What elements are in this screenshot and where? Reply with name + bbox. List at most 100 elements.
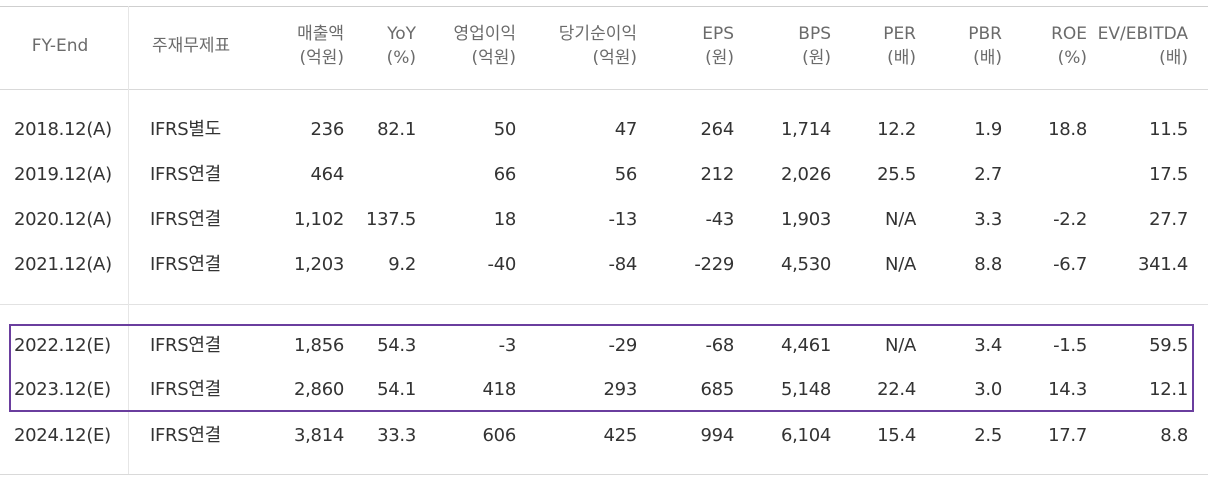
cell-roe: -1.5 — [1053, 335, 1087, 356]
table-row: 2022.12(E) IFRS연결 1,856 54.3 -3 -29 -68 4,461 N/… — [0, 331, 1208, 361]
cell-ev-ebitda: 59.5 — [1149, 335, 1188, 356]
cell-revenue: 236 — [310, 119, 345, 140]
cell-operating-profit: -40 — [487, 254, 517, 275]
header-per: PER (배) — [840, 22, 916, 70]
header-label: 영업이익 — [453, 24, 516, 44]
cell-net-income: 47 — [614, 119, 638, 140]
table-bottom-border — [0, 474, 1208, 475]
header-label: EV/EBITDA — [1097, 24, 1188, 44]
cell-roe: 18.8 — [1048, 119, 1087, 140]
cell-yoy: 9.2 — [388, 254, 416, 275]
cell-roe: 17.7 — [1048, 425, 1087, 446]
cell-fy-end: 2022.12(E) — [14, 335, 111, 356]
cell-roe: 14.3 — [1048, 379, 1087, 400]
cell-net-income: 293 — [603, 379, 638, 400]
cell-pbr: 1.9 — [974, 119, 1002, 140]
cell-ev-ebitda: 341.4 — [1137, 254, 1188, 275]
cell-per: 22.4 — [877, 379, 916, 400]
table-row: 2023.12(E) IFRS연결 2,860 54.1 418 293 685 5,148 2… — [0, 375, 1208, 405]
header-unit: (억원) — [471, 48, 516, 68]
header-unit: (원) — [705, 48, 734, 68]
header-unit: (배) — [1159, 48, 1188, 68]
cell-eps: -229 — [694, 254, 734, 275]
header-label: 매출액 — [297, 24, 344, 44]
cell-revenue: 1,203 — [293, 254, 344, 275]
header-unit: (배) — [887, 48, 916, 68]
table-row: 2019.12(A) IFRS연결 464 66 56 212 2,026 25.5 2.7 17… — [0, 160, 1208, 190]
header-pbr: PBR (배) — [930, 22, 1002, 70]
cell-main-statement: IFRS연결 — [150, 164, 221, 185]
header-label: PER — [883, 24, 916, 44]
cell-per: N/A — [885, 254, 916, 275]
header-operating-profit: 영업이익 (억원) — [420, 22, 516, 70]
header-label: ROE — [1051, 24, 1087, 44]
cell-pbr: 3.0 — [974, 379, 1002, 400]
cell-bps: 5,148 — [780, 379, 831, 400]
header-ev-ebitda: EV/EBITDA (배) — [1088, 22, 1188, 70]
header-label: PBR — [968, 24, 1002, 44]
header-eps: EPS (원) — [650, 22, 734, 70]
header-fy-end: FY-End — [14, 34, 106, 58]
cell-per: 25.5 — [877, 164, 916, 185]
cell-pbr: 8.8 — [974, 254, 1002, 275]
cell-fy-end: 2021.12(A) — [14, 254, 112, 275]
cell-fy-end: 2023.12(E) — [14, 379, 111, 400]
table-row: 2021.12(A) IFRS연결 1,203 9.2 -40 -84 -229 4,530 N… — [0, 250, 1208, 280]
cell-net-income: 56 — [614, 164, 638, 185]
header-unit: (배) — [973, 48, 1002, 68]
cell-bps: 4,461 — [780, 335, 831, 356]
cell-roe: -2.2 — [1053, 209, 1087, 230]
header-revenue: 매출액 (억원) — [250, 22, 344, 70]
cell-operating-profit: 606 — [482, 425, 517, 446]
header-unit: (%) — [386, 48, 416, 68]
cell-yoy: 54.3 — [377, 335, 416, 356]
header-label: BPS — [798, 24, 831, 44]
header-bottom-border — [0, 89, 1208, 90]
cell-main-statement: IFRS별도 — [150, 119, 221, 140]
cell-operating-profit: 18 — [493, 209, 517, 230]
cell-yoy: 54.1 — [377, 379, 416, 400]
cell-net-income: -29 — [608, 335, 638, 356]
cell-net-income: 425 — [603, 425, 638, 446]
header-unit: (원) — [802, 48, 831, 68]
cell-yoy: 137.5 — [365, 209, 416, 230]
cell-ev-ebitda: 11.5 — [1149, 119, 1188, 140]
header-label: FY-End — [31, 36, 89, 56]
cell-bps: 1,714 — [780, 119, 831, 140]
cell-eps: 264 — [700, 119, 735, 140]
cell-per: N/A — [885, 209, 916, 230]
cell-revenue: 464 — [310, 164, 345, 185]
column-divider — [128, 6, 129, 474]
cell-eps: -68 — [705, 335, 735, 356]
cell-operating-profit: 50 — [493, 119, 517, 140]
cell-roe: -6.7 — [1053, 254, 1087, 275]
cell-main-statement: IFRS연결 — [150, 425, 221, 446]
cell-net-income: -13 — [608, 209, 638, 230]
cell-operating-profit: -3 — [498, 335, 517, 356]
table-top-border — [0, 6, 1208, 7]
header-label: YoY — [387, 24, 416, 44]
cell-fy-end: 2020.12(A) — [14, 209, 112, 230]
cell-fy-end: 2018.12(A) — [14, 119, 112, 140]
actual-estimate-separator — [0, 304, 1208, 305]
header-unit: (%) — [1057, 48, 1087, 68]
header-unit: (억원) — [299, 48, 344, 68]
cell-per: 15.4 — [877, 425, 916, 446]
cell-yoy: 82.1 — [377, 119, 416, 140]
header-bps: BPS (원) — [745, 22, 831, 70]
cell-bps: 4,530 — [780, 254, 831, 275]
cell-per: N/A — [885, 335, 916, 356]
cell-eps: 994 — [700, 425, 735, 446]
cell-main-statement: IFRS연결 — [150, 335, 221, 356]
cell-revenue: 3,814 — [293, 425, 344, 446]
cell-ev-ebitda: 17.5 — [1149, 164, 1188, 185]
cell-bps: 6,104 — [780, 425, 831, 446]
cell-net-income: -84 — [608, 254, 638, 275]
table-row: 2024.12(E) IFRS연결 3,814 33.3 606 425 994 6,104 1… — [0, 421, 1208, 451]
estimate-highlight-box — [9, 324, 1194, 412]
table-row: 2018.12(A) IFRS별도 236 82.1 50 47 264 1,714 12.2 1… — [0, 115, 1208, 145]
cell-bps: 1,903 — [780, 209, 831, 230]
header-label: 주재무제표 — [152, 36, 231, 56]
header-net-income: 당기순이익 (억원) — [520, 22, 637, 70]
cell-revenue: 1,856 — [293, 335, 344, 356]
